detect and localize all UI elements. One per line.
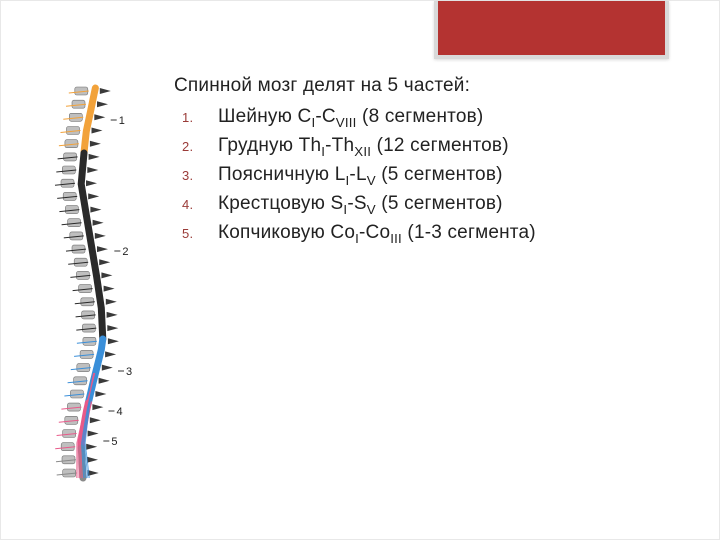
- spinous-process: [87, 457, 98, 463]
- item-mid: -S: [347, 193, 366, 214]
- slide: 1 2 3 4 5 Спинной мозг делят на 5 частей: Ше…: [0, 0, 720, 540]
- spinous-process: [107, 325, 118, 331]
- spinous-process: [97, 101, 108, 107]
- item-mid: -Co: [359, 222, 390, 243]
- item-pre: Копчиковую Co: [218, 222, 355, 243]
- region-label: 4: [116, 406, 122, 418]
- spinous-process: [108, 338, 119, 344]
- list-item: Крестцовую SI-SV (5 сегментов): [204, 190, 689, 219]
- spine-illustration: 1 2 3 4 5: [41, 73, 156, 493]
- item-post: (5 сегментов): [376, 193, 503, 214]
- region-label: 1: [119, 115, 125, 127]
- spinous-process: [90, 207, 101, 213]
- item-post: (1-3 сегмента): [402, 222, 536, 243]
- spinous-process: [97, 246, 108, 252]
- item-sub2: V: [367, 202, 376, 217]
- spinous-process: [92, 128, 103, 134]
- spinous-process: [95, 391, 106, 397]
- item-sub2: VIII: [336, 115, 357, 130]
- spinous-process: [88, 193, 99, 199]
- list-item: Копчиковую CoI-CoIII (1-3 сегмента): [204, 219, 689, 248]
- text-block: Спинной мозг делят на 5 частей: Шейную C…: [174, 73, 689, 493]
- spinous-process: [92, 404, 103, 410]
- item-mid: -Th: [325, 135, 354, 156]
- item-post: (5 сегментов): [376, 164, 503, 185]
- spinous-process: [99, 259, 110, 265]
- spinous-process: [99, 378, 110, 384]
- item-pre: Шейную C: [218, 106, 311, 127]
- region-label: 3: [126, 366, 132, 378]
- list-item: Грудную ThI-ThXII (12 сегментов): [204, 132, 689, 161]
- spinous-process: [93, 220, 104, 226]
- spinous-process: [102, 365, 113, 371]
- spinous-process: [86, 180, 97, 186]
- spinous-process: [90, 141, 101, 147]
- spinous-process: [94, 114, 105, 120]
- spinous-process: [89, 154, 100, 160]
- spinous-process: [101, 272, 112, 278]
- list-item: Шейную CI-CVIII (8 сегментов): [204, 103, 689, 132]
- spinous-process: [107, 312, 118, 318]
- spinous-process: [104, 286, 115, 292]
- spinous-process: [106, 299, 117, 305]
- content-area: 1 2 3 4 5 Спинной мозг делят на 5 частей: Ше…: [41, 73, 689, 493]
- item-mid: -C: [315, 106, 335, 127]
- item-sub2: XII: [354, 144, 371, 159]
- item-post: (8 сегментов): [357, 106, 484, 127]
- item-post: (12 сегментов): [371, 135, 509, 156]
- spinous-process: [88, 431, 99, 437]
- spinous-process: [87, 167, 98, 173]
- spinous-process: [90, 417, 101, 423]
- intro-text: Спинной мозг делят на 5 частей:: [174, 75, 689, 97]
- item-pre: Поясничную L: [218, 164, 346, 185]
- spinous-process: [105, 351, 116, 357]
- list-item: Поясничную LI-LV (5 сегментов): [204, 161, 689, 190]
- accent-block: [434, 1, 669, 59]
- item-sub2: III: [390, 231, 402, 246]
- spinous-process: [86, 444, 97, 450]
- item-pre: Грудную Th: [218, 135, 321, 156]
- spinous-process: [95, 233, 106, 239]
- item-sub2: V: [367, 173, 376, 188]
- region-label: 5: [111, 436, 117, 448]
- spinous-process: [100, 88, 111, 94]
- item-mid: -L: [349, 164, 366, 185]
- region-label: 2: [122, 246, 128, 258]
- parts-list: Шейную CI-CVIII (8 сегментов)Грудную ThI…: [174, 103, 689, 248]
- item-pre: Крестцовую S: [218, 193, 343, 214]
